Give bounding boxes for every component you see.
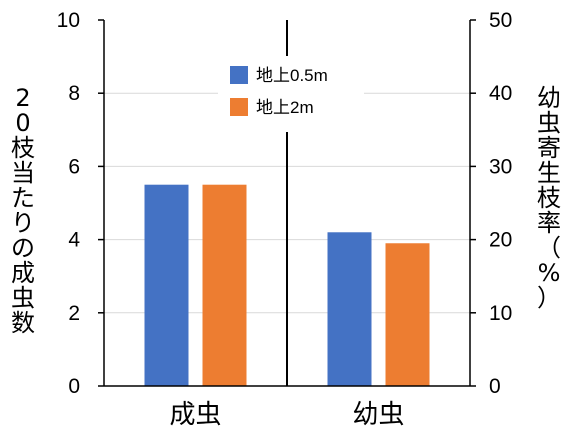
axis-title-char: 2 <box>15 84 31 112</box>
bar-0-1 <box>202 184 247 386</box>
axis-title-char: （ <box>537 234 561 262</box>
axis-title-char: 当 <box>11 159 35 187</box>
tick-label-left: 6 <box>68 155 80 178</box>
tick-label-right: 0 <box>489 375 501 398</box>
legend-swatch <box>230 98 248 116</box>
bar-0-0 <box>144 184 189 386</box>
legend-swatch <box>230 66 248 84</box>
axis-title-char: % <box>537 259 561 287</box>
tick-label-left: 4 <box>68 229 80 252</box>
bar-1-1 <box>385 243 430 386</box>
tick-label-right: 20 <box>489 229 512 252</box>
axis-title-char: 枝 <box>537 184 561 212</box>
axis-title-char: 虫 <box>537 109 561 137</box>
axis-title-char: 幼 <box>537 84 561 112</box>
legend: 地上0.5m 地上2m <box>218 56 364 132</box>
axes <box>98 19 476 387</box>
axis-title-char: 数 <box>11 309 35 337</box>
axis-title-char: ） <box>537 284 561 312</box>
axis-title-char: 枝 <box>11 134 35 162</box>
axis-title-char: 0 <box>15 109 31 137</box>
right-y-ticks: 0 10 20 30 40 50 <box>489 9 512 398</box>
tick-label-right: 10 <box>489 302 512 325</box>
tick-label-left: 2 <box>68 302 80 325</box>
tick-label-right: 50 <box>489 9 512 32</box>
tick-label-left: 10 <box>57 9 80 32</box>
left-y-ticks: 0 2 4 6 8 10 <box>57 9 81 398</box>
tick-label-left: 0 <box>68 375 80 398</box>
category-label: 幼虫 <box>352 400 404 429</box>
bar-1-0 <box>327 232 372 386</box>
axis-title-char: 率 <box>537 209 561 237</box>
tick-label-right: 40 <box>489 82 512 105</box>
axis-title-char: 寄 <box>537 134 561 162</box>
tick-label-right: 30 <box>489 155 512 178</box>
axis-title-char: り <box>11 209 35 237</box>
tick-label-left: 8 <box>68 82 80 105</box>
category-labels: 成虫 幼虫 <box>169 400 404 429</box>
axis-title-char: 生 <box>537 159 561 187</box>
category-label: 成虫 <box>169 400 221 429</box>
y-axis-title-right: 幼虫寄生枝率（%） <box>534 86 564 311</box>
axis-title-char: 成 <box>11 259 35 287</box>
legend-label: 地上0.5m <box>256 66 328 85</box>
legend-label: 地上2m <box>256 98 314 117</box>
axis-title-char: の <box>11 234 35 262</box>
axis-title-char: た <box>11 184 35 212</box>
axis-title-char: 虫 <box>11 284 35 312</box>
bars <box>144 184 430 386</box>
